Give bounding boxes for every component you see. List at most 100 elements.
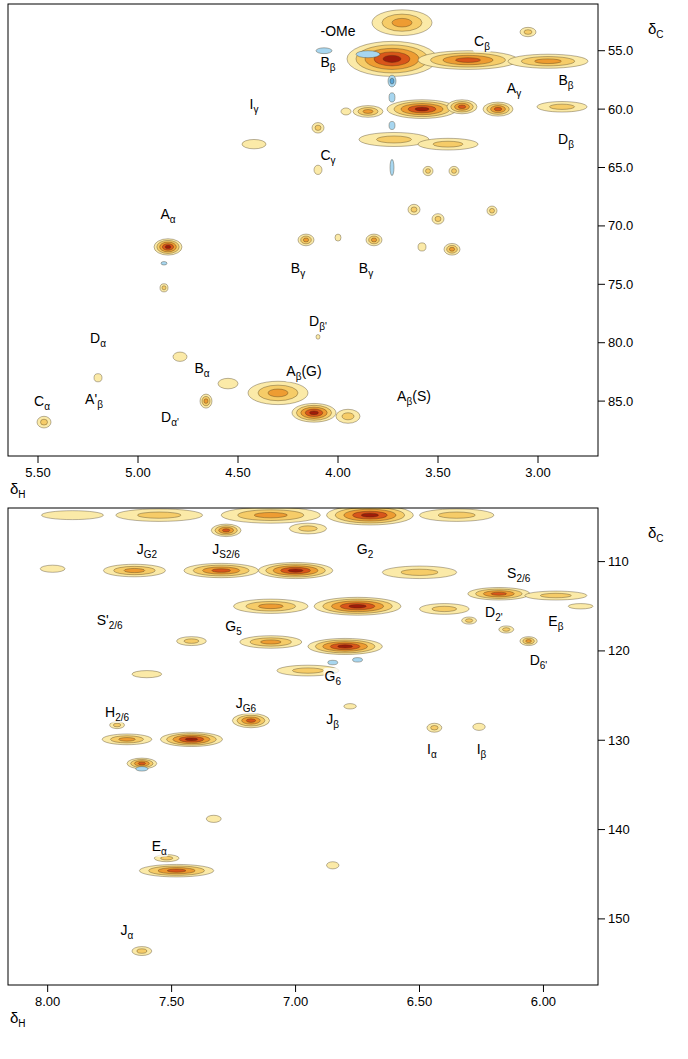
cross-peak — [335, 508, 404, 523]
cross-peak — [487, 104, 510, 115]
cross-peak — [455, 103, 470, 110]
cross-peak — [372, 10, 432, 36]
cross-peak — [103, 564, 165, 577]
y-tick — [598, 561, 605, 562]
cross-peak — [427, 723, 442, 732]
cross-peak — [568, 604, 593, 609]
y-tick — [598, 167, 605, 168]
label-patch — [320, 23, 357, 39]
y-tick — [598, 109, 605, 110]
peak-label: S'2/6 — [97, 612, 123, 631]
label-sub: 6' — [540, 660, 548, 671]
label-patch — [136, 541, 159, 560]
label-patch — [160, 409, 180, 428]
label-main: J — [326, 711, 333, 727]
peak-label: G6 — [325, 668, 342, 687]
cross-peak — [301, 407, 327, 418]
cross-peak — [353, 106, 383, 118]
label-main: D — [530, 652, 540, 668]
peak-label: Bγ — [291, 260, 305, 279]
label-patch — [224, 618, 243, 637]
label-sub: α — [161, 846, 167, 857]
label-after: (G) — [301, 363, 321, 379]
cross-peak — [369, 236, 380, 244]
cross-peak — [494, 107, 502, 111]
cross-peak — [418, 51, 518, 70]
label-sub: β' — [319, 321, 327, 332]
cross-peak — [340, 603, 375, 610]
cross-peak — [491, 106, 506, 113]
cross-peak — [177, 637, 207, 646]
cross-peak — [232, 713, 269, 727]
cross-peak — [292, 403, 336, 422]
y-tick — [598, 284, 605, 285]
x-tick-label: 8.00 — [35, 994, 60, 1009]
peak-label: Iα — [427, 741, 437, 760]
cross-peak — [268, 389, 288, 397]
negative-peak — [390, 159, 394, 175]
cross-peak — [338, 645, 353, 648]
label-main: C — [474, 33, 484, 49]
label-sub: α — [100, 338, 106, 349]
label-patch — [506, 565, 532, 584]
cross-peak — [160, 732, 222, 746]
cross-peak — [116, 509, 203, 522]
label-sub: 2 — [368, 549, 374, 560]
peak-label: Iβ — [477, 741, 487, 760]
cross-peak — [173, 735, 210, 744]
cross-peak — [296, 405, 331, 420]
x-tick — [438, 456, 439, 463]
label-main: E — [548, 613, 557, 629]
cross-peak — [158, 868, 195, 874]
label-sub: β — [481, 749, 487, 760]
axis-title-sub: C — [656, 29, 663, 40]
cross-peak — [242, 717, 261, 724]
x-axis-title: δH — [10, 480, 26, 500]
peak-label: JG6 — [236, 695, 257, 714]
x-tick-label: 5.50 — [25, 465, 50, 480]
peak-label: JG2 — [137, 541, 158, 560]
cross-peak — [401, 569, 438, 575]
cross-peak — [537, 102, 587, 113]
cross-peak — [353, 511, 388, 519]
axis-title-sub: H — [18, 1018, 25, 1029]
x-tick — [543, 985, 544, 992]
label-main: B — [291, 260, 300, 276]
y-tick — [598, 740, 605, 741]
cross-peak — [160, 284, 168, 292]
label-main: J — [236, 695, 243, 711]
plot-frame — [8, 508, 598, 985]
cross-peak — [124, 568, 145, 572]
label-sub: α — [204, 368, 210, 379]
cross-peak — [114, 566, 155, 574]
cross-peak — [185, 738, 197, 741]
negative-peak — [161, 262, 167, 266]
cross-peak — [387, 100, 457, 119]
cross-peak — [377, 136, 412, 143]
cross-peak — [242, 139, 266, 148]
x-tick — [171, 985, 172, 992]
y-tick-label: 60.0 — [608, 102, 633, 117]
y-tick-label: 150 — [608, 911, 630, 926]
label-sub: G2 — [144, 549, 158, 560]
x-tick-label: 7.50 — [159, 994, 184, 1009]
label-sub: 2/6 — [115, 712, 129, 723]
plot-background — [8, 4, 598, 456]
cross-peak — [292, 668, 323, 673]
label-sub: α — [128, 930, 134, 941]
y-tick — [598, 401, 605, 402]
cross-peak — [363, 110, 373, 114]
cross-peak — [418, 243, 426, 251]
peak-label: Aα — [160, 206, 175, 225]
axis-title-main: δ — [648, 20, 656, 37]
cross-peak — [215, 526, 237, 535]
label-patch — [104, 704, 130, 723]
cross-peak — [314, 597, 401, 615]
peak-label: Iγ — [250, 96, 259, 115]
cross-peak — [473, 723, 485, 730]
negative-peak — [390, 78, 394, 84]
label-main: D — [558, 131, 568, 147]
axis-title-main: δ — [648, 524, 656, 541]
y-tick — [598, 829, 605, 830]
cross-peak — [234, 599, 308, 613]
